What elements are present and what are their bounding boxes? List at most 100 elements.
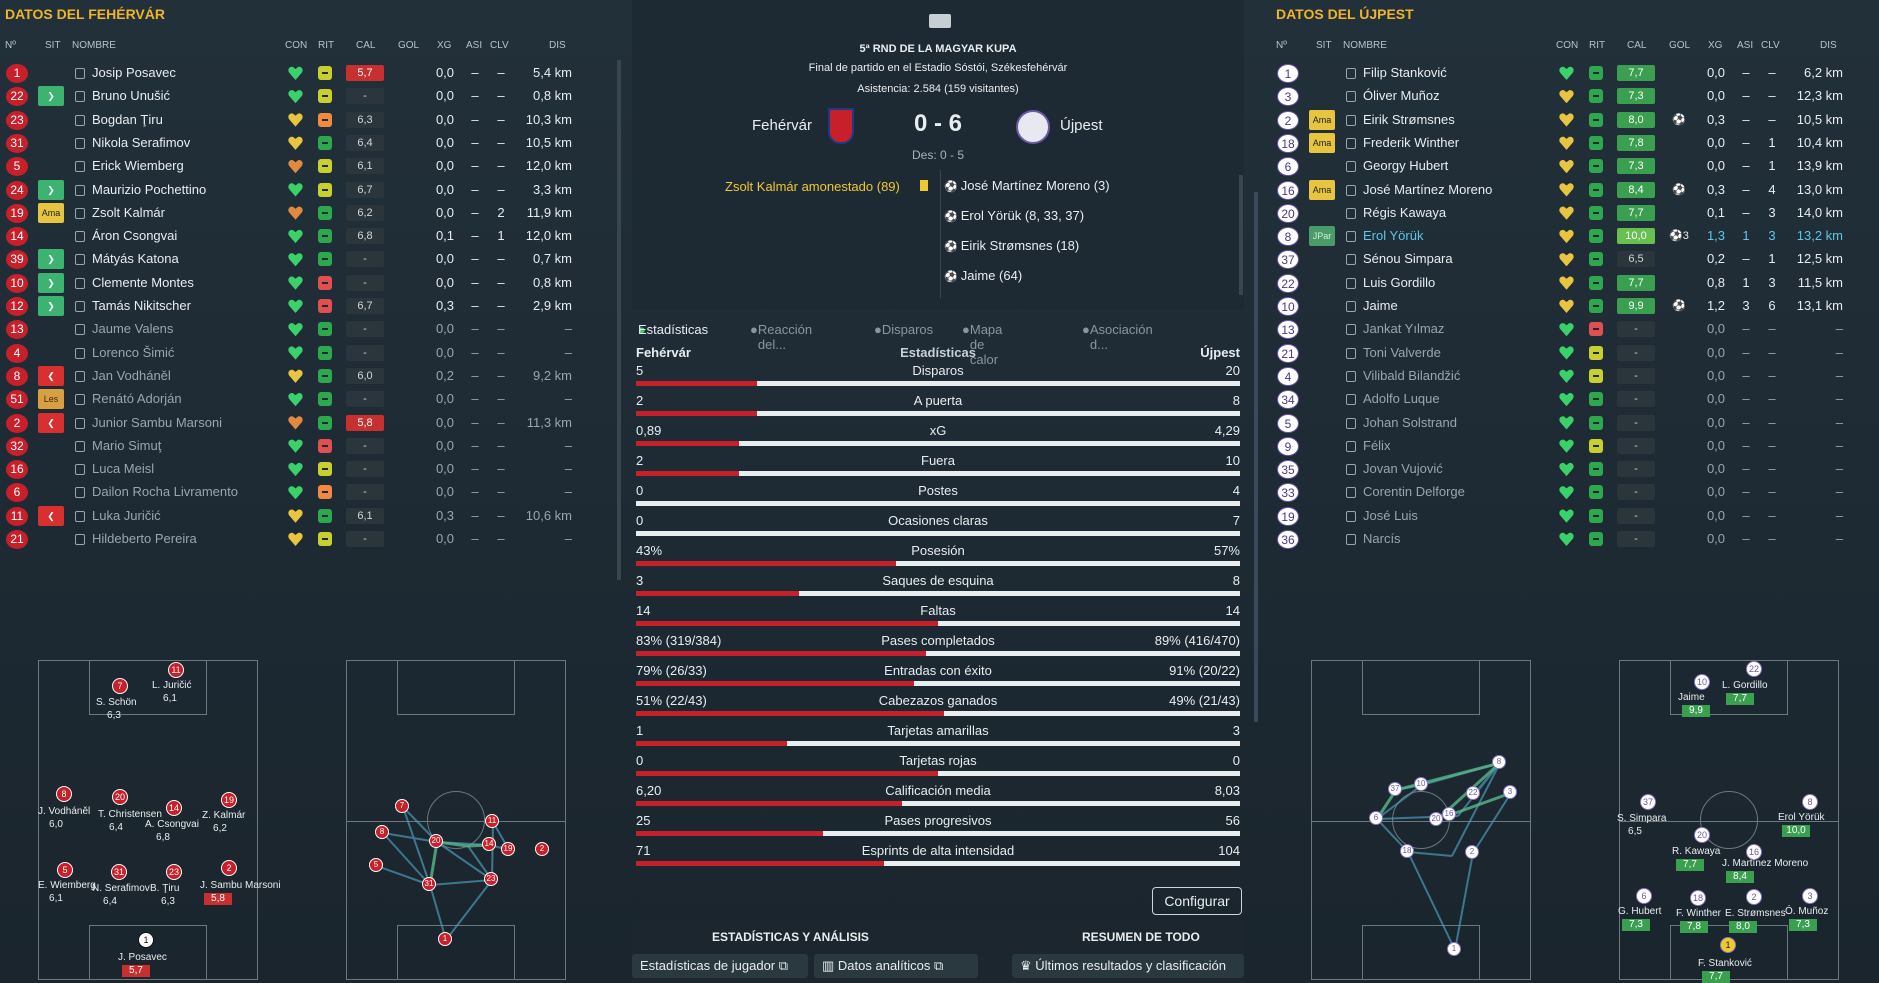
player-name[interactable]: Erick Wiemberg (92, 158, 184, 174)
table-row[interactable]: 6 Dailon Rocha Livramento -0,0– – – (0, 478, 600, 506)
table-row[interactable]: 22 ❯ Bruno Unušić -0,0– –0,8 km (0, 82, 600, 110)
events-scrollbar[interactable] (1239, 175, 1243, 295)
table-row[interactable]: 16 Luca Meisl -0,0– – – (0, 455, 600, 483)
table-row[interactable]: 13 Jaume Valens -0,0– – – (0, 315, 600, 343)
col-xg[interactable]: XG (437, 40, 452, 51)
away-team-name[interactable]: Újpest (1060, 117, 1103, 134)
table-row[interactable]: 32 Mario Simuţ -0,0– – – (0, 432, 600, 460)
player-name[interactable]: Narcís (1363, 531, 1401, 546)
col-con[interactable]: CON (1556, 40, 1579, 51)
table-row[interactable]: 35 Jovan Vujović -0,0– – – (1271, 455, 1871, 483)
player-name[interactable]: Corentin Delforge (1363, 484, 1465, 500)
table-row[interactable]: 24 ❯ Maurizio Pochettino 6,7 0,0– –3,3 km (0, 176, 600, 204)
table-row[interactable]: 14 Áron Csongvai 6,8 0,1– 1 12,0 km (0, 222, 600, 250)
player-name[interactable]: Johan Solstrand (1363, 414, 1457, 430)
table-row[interactable]: 13 Jankat Yılmaz -0,0– – – (1271, 315, 1871, 343)
player-name[interactable]: Óliver Muñoz (1363, 88, 1440, 104)
player-name[interactable]: Adolfo Luque (1363, 391, 1440, 407)
stat-row[interactable]: 6,20 Calificación media 8,03 (636, 783, 1240, 813)
col-dis[interactable]: DIS (1820, 40, 1837, 51)
player-marker[interactable]: 10 (1694, 674, 1710, 690)
stat-row[interactable]: 5 Disparos 20 (636, 363, 1240, 393)
col-num[interactable]: Nº (1276, 40, 1287, 51)
table-row[interactable]: 36 Narcís - 0,0 – – – (1271, 525, 1871, 553)
col-xg[interactable]: XG (1708, 40, 1723, 51)
home-crest-icon[interactable] (828, 108, 854, 144)
stat-row[interactable]: 25 Pases progresivos 56 (636, 813, 1240, 843)
player-name[interactable]: Luis Gordillo (1363, 274, 1436, 290)
configure-button[interactable]: Configurar (1152, 887, 1242, 915)
col-sit[interactable]: SIT (45, 40, 61, 51)
table-row[interactable]: 20 Régis Kawaya 7,7 0,1– 3 14,0 km (1271, 199, 1871, 227)
player-marker[interactable]: 11 (168, 662, 184, 678)
stats-scrollbar[interactable] (1254, 192, 1258, 722)
table-row[interactable]: 1 Josip Posavec 5,7 0,0 – – 5,4 km (0, 59, 600, 87)
player-name[interactable]: Hildeberto Pereira (92, 531, 197, 546)
player-marker[interactable]: 1 (1720, 937, 1736, 953)
col-name[interactable]: NOMBRE (72, 40, 116, 51)
stat-row[interactable]: 43% Posesión 57% (636, 543, 1240, 573)
table-row[interactable]: 2 ❮ Junior Sambu Marsoni 5,8 0,0– –11,3 km (0, 409, 600, 437)
stat-row[interactable]: 3 Saques de esquina 8 (636, 573, 1240, 603)
away-crest-icon[interactable] (1016, 110, 1050, 144)
col-rit[interactable]: RIT (318, 40, 335, 51)
table-row[interactable]: 4 Vilibald Bilandžić -0,0– – – (1271, 362, 1871, 390)
player-marker[interactable]: 31 (111, 864, 127, 880)
col-num[interactable]: Nº (5, 40, 16, 51)
player-marker[interactable]: 3 (1802, 888, 1818, 904)
table-row[interactable]: 19 José Luis -0,0– – – (1271, 502, 1871, 530)
player-name[interactable]: Zsolt Kalmár (92, 204, 165, 220)
table-row[interactable]: 31 Nikola Serafimov 6,4 0,0– –10,5 km (0, 129, 600, 157)
player-name[interactable]: Eirik Strømsnes (1363, 111, 1455, 127)
player-name[interactable]: Renátó Adorján (92, 391, 182, 407)
player-name[interactable]: Jankat Yılmaz (1363, 321, 1445, 337)
col-clv[interactable]: CLV (490, 40, 509, 51)
player-marker[interactable]: 8 (56, 786, 72, 802)
stat-row[interactable]: 71 Esprints de alta intensidad 104 (636, 843, 1240, 873)
table-row[interactable]: 8 JPar Erol Yörük 10,0 ⚽3 1,3 1 3 13,2 km (1271, 222, 1871, 250)
table-row[interactable]: 19 Ama Zsolt Kalmár 6,2 0,0– 2 11,9 km (0, 199, 600, 227)
stat-row[interactable]: 0 Postes 4 (636, 483, 1240, 513)
player-name[interactable]: Luca Meisl (92, 461, 155, 477)
col-asi[interactable]: ASI (1737, 40, 1754, 51)
table-row[interactable]: 12 ❯ Tamás Nikitscher 6,7 0,3 – – 2,9 km (0, 292, 600, 320)
table-row[interactable]: 6 Georgy Hubert 7,3 0,0– 1 13,9 km (1271, 152, 1871, 180)
col-rit[interactable]: RIT (1589, 40, 1606, 51)
player-name[interactable]: Mario Simuţ (92, 437, 162, 453)
table-row[interactable]: 34 Adolfo Luque -0,0– – – (1271, 385, 1871, 413)
stat-row[interactable]: 79% (26/33) Entradas con éxito 91% (20/22) (636, 663, 1240, 693)
player-name[interactable]: Filip Stanković (1363, 65, 1447, 80)
col-asi[interactable]: ASI (466, 40, 483, 51)
table-row[interactable]: 8 ❮ Jan Vodháněl 6,0 0,2– –9,2 km (0, 362, 600, 390)
stat-row[interactable]: 1 Tarjetas amarillas 3 (636, 723, 1240, 753)
player-name[interactable]: Jaume Valens (92, 321, 174, 337)
table-row[interactable]: 11 ❮ Luka Juričić 6,1 0,3– –10,6 km (0, 502, 600, 530)
player-marker[interactable]: 5 (57, 862, 73, 878)
table-row[interactable]: 23 Bogdan Ţiru 6,3 0,0– –10,3 km (0, 106, 600, 134)
player-marker[interactable]: 8 (1802, 794, 1818, 810)
player-marker[interactable]: 19 (221, 792, 237, 808)
table-row[interactable]: 16 Ama José Martínez Moreno 8,4 ⚽ 0,3– 4 13,0 k… (1271, 176, 1871, 204)
col-name[interactable]: NOMBRE (1343, 40, 1387, 51)
stat-row[interactable]: 2 Fuera 10 (636, 453, 1240, 483)
player-name[interactable]: Erol Yörük (1363, 228, 1424, 244)
table-row[interactable]: 3 Óliver Muñoz 7,3 0,0– –12,3 km (1271, 82, 1871, 110)
analytics-button[interactable]: ▥ Datos analíticos ⧉ (814, 954, 978, 978)
player-marker[interactable]: 6 (1636, 888, 1652, 904)
table-row[interactable]: 39 ❯ Mátyás Katona -0,0– –0,7 km (0, 245, 600, 273)
player-marker[interactable]: 22 (1746, 661, 1762, 677)
player-name[interactable]: Jan Vodháněl (92, 367, 171, 383)
player-name[interactable]: Félix (1363, 437, 1391, 453)
stat-row[interactable]: 0 Tarjetas rojas 0 (636, 753, 1240, 783)
player-name[interactable]: Sénou Simpara (1363, 251, 1453, 267)
player-marker[interactable]: 2 (221, 860, 237, 876)
tab-disparos[interactable]: ● Disparos (874, 322, 934, 337)
stat-row[interactable]: 14 Faltas 14 (636, 603, 1240, 633)
table-row[interactable]: 37 Sénou Simpara 6,5 0,2– 1 12,5 km (1271, 245, 1871, 273)
player-name[interactable]: Nikola Serafimov (92, 134, 191, 150)
col-dis[interactable]: DIS (549, 40, 566, 51)
player-name[interactable]: Clemente Montes (92, 274, 194, 290)
table-row[interactable]: 33 Corentin Delforge -0,0– – – (1271, 478, 1871, 506)
player-name[interactable]: Régis Kawaya (1363, 204, 1447, 220)
player-name[interactable]: Vilibald Bilandžić (1363, 367, 1461, 383)
